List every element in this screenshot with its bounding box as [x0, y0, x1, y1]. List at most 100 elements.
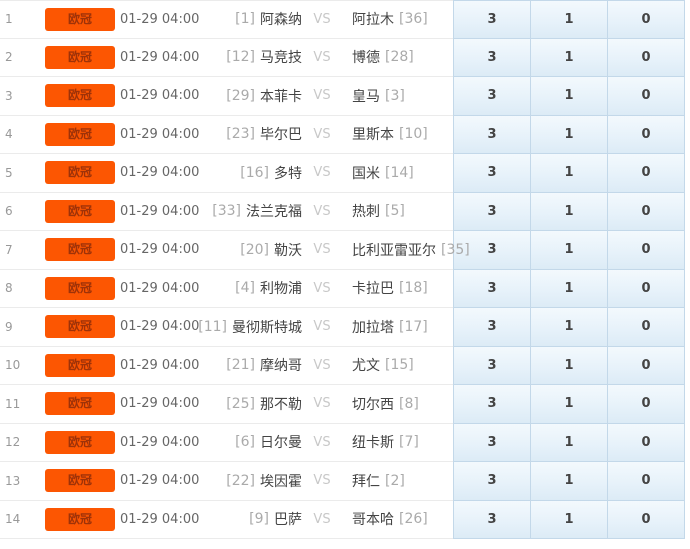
league-badge[interactable]: 欧冠 — [45, 315, 115, 339]
row-number: 9 — [0, 308, 40, 347]
away-team-name: 皇马 — [352, 88, 380, 105]
home-team-name: 阿森纳 — [260, 12, 302, 29]
home-team: [29] 本菲卡 — [198, 77, 302, 116]
league-badge[interactable]: 欧冠 — [45, 161, 115, 185]
away-team: 卡拉巴 [18] — [342, 270, 453, 308]
home-team-name: 勒沃 — [274, 242, 302, 259]
away-team-name: 哥本哈 — [352, 512, 394, 529]
table-row[interactable]: 9 欧冠 01-29 04:00 [11] 曼彻斯特城 VS 加拉塔 [17] … — [0, 308, 690, 347]
table-row[interactable]: 2 欧冠 01-29 04:00 [12] 马竞技 VS 博德 [28] 3 1… — [0, 38, 690, 77]
home-team-name: 巴萨 — [274, 512, 302, 529]
table-row[interactable]: 13 欧冠 01-29 04:00 [22] 埃因霍 VS 拜仁 [2] 3 1… — [0, 462, 690, 501]
away-team-rank: [2] — [385, 472, 405, 489]
away-team-rank: [10] — [399, 126, 428, 143]
stat-col-1: 3 — [453, 346, 530, 385]
home-team: [1] 阿森纳 — [198, 0, 302, 39]
home-team-name: 埃因霍 — [260, 473, 302, 490]
stat-col-3: 0 — [607, 231, 685, 270]
league-badge-cell: 欧冠 — [40, 231, 120, 270]
stat-col-3: 0 — [607, 346, 685, 385]
row-number: 7 — [0, 231, 40, 270]
league-badge[interactable]: 欧冠 — [45, 7, 115, 31]
home-team-rank: [23] — [226, 126, 255, 143]
table-row[interactable]: 12 欧冠 01-29 04:00 [6] 日尔曼 VS 纽卡斯 [7] 3 1… — [0, 423, 690, 462]
home-team-rank: [1] — [235, 11, 255, 28]
home-team-rank: [29] — [226, 87, 255, 104]
match-time: 01-29 04:00 — [120, 116, 199, 154]
match-time: 01-29 04:00 — [120, 347, 199, 385]
home-team: [6] 日尔曼 — [198, 424, 302, 462]
league-badge[interactable]: 欧冠 — [45, 238, 115, 262]
table-row[interactable]: 8 欧冠 01-29 04:00 [4] 利物浦 VS 卡拉巴 [18] 3 1… — [0, 269, 690, 308]
stat-col-2: 1 — [530, 385, 607, 424]
stat-col-3: 0 — [607, 154, 685, 193]
league-badge-cell: 欧冠 — [40, 424, 120, 462]
vs-label: VS — [302, 385, 342, 424]
stat-col-2: 1 — [530, 115, 607, 154]
table-row[interactable]: 7 欧冠 01-29 04:00 [20] 勒沃 VS 比利亚雷亚尔 [35] … — [0, 231, 690, 270]
table-row[interactable]: 3 欧冠 01-29 04:00 [29] 本菲卡 VS 皇马 [3] 3 1 … — [0, 77, 690, 116]
vs-label: VS — [302, 424, 342, 462]
row-number: 4 — [0, 116, 40, 154]
match-time: 01-29 04:00 — [120, 77, 199, 116]
row-number: 13 — [0, 462, 40, 501]
away-team-rank: [18] — [399, 280, 428, 297]
away-team-name: 加拉塔 — [352, 319, 394, 336]
home-team-rank: [9] — [249, 511, 269, 528]
row-number: 1 — [0, 0, 40, 39]
away-team-name: 阿拉木 — [352, 12, 394, 29]
row-number: 3 — [0, 77, 40, 116]
league-badge[interactable]: 欧冠 — [45, 507, 115, 531]
home-team: [4] 利物浦 — [198, 270, 302, 308]
match-time: 01-29 04:00 — [120, 462, 199, 501]
home-team-name: 本菲卡 — [260, 88, 302, 105]
match-time: 01-29 04:00 — [120, 501, 199, 539]
table-row[interactable]: 4 欧冠 01-29 04:00 [23] 毕尔巴 VS 里斯本 [10] 3 … — [0, 115, 690, 154]
away-team: 比利亚雷亚尔 [35] — [342, 231, 470, 270]
away-team-rank: [5] — [385, 203, 405, 220]
league-badge[interactable]: 欧冠 — [45, 199, 115, 223]
stat-col-1: 3 — [453, 38, 530, 77]
table-row[interactable]: 6 欧冠 01-29 04:00 [33] 法兰克福 VS 热刺 [5] 3 1… — [0, 192, 690, 231]
stat-col-3: 0 — [607, 462, 685, 501]
vs-label: VS — [302, 308, 342, 347]
stat-col-1: 3 — [453, 462, 530, 501]
away-team-rank: [15] — [385, 357, 414, 374]
league-badge[interactable]: 欧冠 — [45, 469, 115, 493]
stat-col-2: 1 — [530, 346, 607, 385]
stat-col-1: 3 — [453, 385, 530, 424]
home-team-rank: [20] — [240, 241, 269, 258]
vs-label: VS — [302, 116, 342, 154]
away-team: 纽卡斯 [7] — [342, 424, 453, 462]
away-team-rank: [28] — [385, 49, 414, 66]
table-row[interactable]: 5 欧冠 01-29 04:00 [16] 多特 VS 国米 [14] 3 1 … — [0, 154, 690, 193]
league-badge[interactable]: 欧冠 — [45, 353, 115, 377]
league-badge[interactable]: 欧冠 — [45, 45, 115, 69]
league-badge[interactable]: 欧冠 — [45, 276, 115, 300]
league-badge-cell: 欧冠 — [40, 77, 120, 116]
away-team: 博德 [28] — [342, 39, 453, 77]
table-row[interactable]: 1 欧冠 01-29 04:00 [1] 阿森纳 VS 阿拉木 [36] 3 1… — [0, 0, 690, 39]
table-row[interactable]: 10 欧冠 01-29 04:00 [21] 摩纳哥 VS 尤文 [15] 3 … — [0, 346, 690, 385]
away-team-name: 拜仁 — [352, 473, 380, 490]
home-team-name: 多特 — [274, 165, 302, 182]
away-team: 阿拉木 [36] — [342, 0, 453, 39]
home-team-rank: [22] — [226, 472, 255, 489]
table-row[interactable]: 14 欧冠 01-29 04:00 [9] 巴萨 VS 哥本哈 [26] 3 1… — [0, 500, 690, 539]
league-badge-cell: 欧冠 — [40, 0, 120, 39]
vs-label: VS — [302, 77, 342, 116]
stat-col-2: 1 — [530, 500, 607, 539]
stat-col-1: 3 — [453, 115, 530, 154]
away-team: 尤文 [15] — [342, 347, 453, 385]
stat-col-3: 0 — [607, 192, 685, 231]
home-team: [20] 勒沃 — [198, 231, 302, 270]
league-badge[interactable]: 欧冠 — [45, 430, 115, 454]
table-row[interactable]: 11 欧冠 01-29 04:00 [25] 那不勒 VS 切尔西 [8] 3 … — [0, 385, 690, 424]
league-badge-cell: 欧冠 — [40, 193, 120, 231]
home-team-rank: [4] — [235, 280, 255, 297]
league-badge[interactable]: 欧冠 — [45, 84, 115, 108]
stat-col-1: 3 — [453, 269, 530, 308]
league-badge[interactable]: 欧冠 — [45, 122, 115, 146]
league-badge[interactable]: 欧冠 — [45, 392, 115, 416]
